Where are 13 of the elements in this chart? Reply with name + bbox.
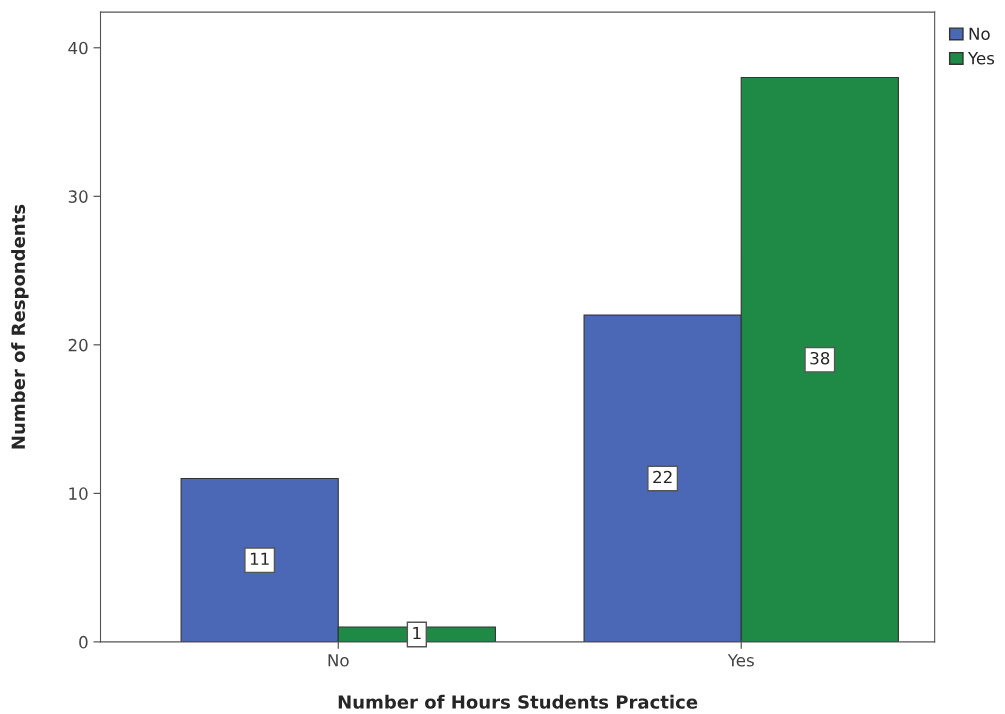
x-axis-title: Number of Hours Students Practice xyxy=(338,694,698,709)
y-tick-label: 30 xyxy=(68,190,88,203)
legend-label: Yes xyxy=(967,52,995,65)
data-label: 38 xyxy=(810,351,830,365)
y-tick-label: 0 xyxy=(79,635,88,649)
y-tick-label: 10 xyxy=(69,487,88,500)
y-tick-label: 20 xyxy=(68,338,88,352)
data-label: 1 xyxy=(413,626,421,640)
data-label: 11 xyxy=(250,552,269,565)
legend-label: No xyxy=(969,27,990,41)
y-tick-label: 40 xyxy=(68,41,88,55)
y-axis-title: Number of Respondents xyxy=(11,204,29,449)
data-label: 22 xyxy=(653,470,672,484)
